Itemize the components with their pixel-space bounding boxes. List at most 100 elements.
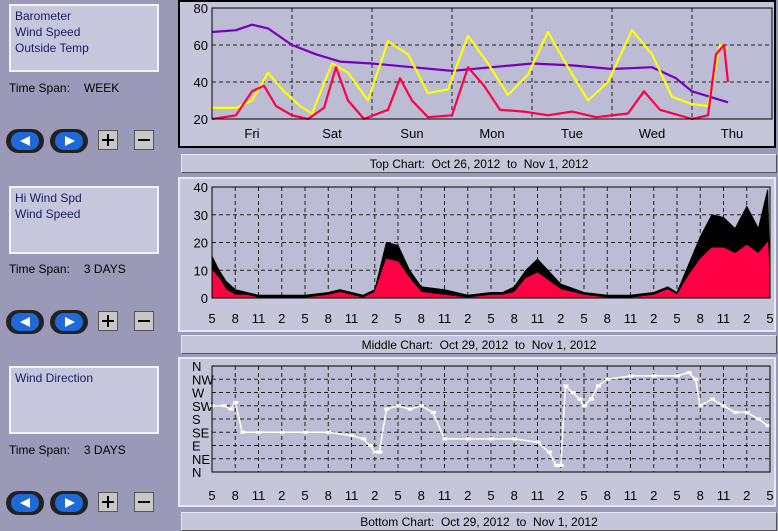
x-tick-label: 8 — [418, 488, 425, 503]
x-tick-label: 11 — [252, 488, 266, 503]
top-chart: 20 40 60 80 Fri Sat Sun Mon Tue Wed Thu — [194, 1, 773, 141]
series-list-item[interactable]: Outside Temp — [15, 41, 89, 55]
plot-border — [211, 7, 773, 120]
series-list-item[interactable]: Wind Speed — [15, 25, 81, 39]
middle-series-list[interactable]: Hi Wind Spd Wind Speed — [9, 186, 159, 254]
x-tick-label: 5 — [301, 311, 308, 326]
x-tick-label: 11 — [345, 488, 359, 503]
timespan-value: WEEK — [83, 81, 120, 95]
caption-to-word: to — [507, 157, 518, 171]
x-tick-label: 2 — [650, 311, 657, 326]
middle-controls — [6, 310, 166, 336]
caption-to: Nov 1, 2012 — [523, 157, 589, 171]
x-tick-label: 11 — [345, 311, 359, 326]
top-zoom-out-button[interactable] — [134, 130, 154, 150]
caption-to-word: to — [516, 515, 527, 529]
series-list-item[interactable]: Hi Wind Spd — [15, 191, 82, 205]
plot-border — [211, 365, 771, 473]
x-tick-label: 2 — [743, 488, 750, 503]
x-tick-label: 2 — [371, 311, 378, 326]
x-tick-label: 8 — [232, 488, 239, 503]
top-chart-caption: Top Chart: Oct 26, 2012 to Nov 1, 2012 — [181, 154, 777, 173]
x-tick-label: 8 — [232, 311, 239, 326]
top-timespan: Time Span: WEEK — [9, 81, 119, 95]
x-tick-label: 5 — [673, 488, 680, 503]
bottom-zoom-out-button[interactable] — [134, 492, 154, 512]
x-tick-label: 11 — [531, 311, 545, 326]
bottom-series-list[interactable]: Wind Direction — [9, 366, 159, 434]
x-tick-label: 8 — [511, 488, 518, 503]
timespan-value: 3 DAYS — [83, 443, 126, 457]
caption-to: Nov 1, 2012 — [533, 515, 598, 529]
x-tick-label: 8 — [697, 311, 704, 326]
x-tick-label: 2 — [464, 488, 471, 503]
minus-icon — [138, 139, 150, 141]
x-tick-label: 11 — [624, 488, 638, 503]
x-tick-label: Mon — [479, 126, 504, 141]
x-tick-label: 5 — [208, 311, 215, 326]
x-tick-label: 8 — [418, 311, 425, 326]
series-list-item[interactable]: Wind Speed — [15, 207, 81, 221]
y-tick-label: 30 — [194, 208, 208, 223]
y-tick-label: 60 — [194, 38, 208, 53]
x-tick-label: 11 — [531, 488, 545, 503]
plus-icon — [102, 315, 114, 327]
x-tick-label: 2 — [743, 311, 750, 326]
x-tick-label: 5 — [580, 488, 587, 503]
x-tick-label: 5 — [487, 311, 494, 326]
bottom-next-button[interactable] — [50, 491, 88, 515]
bottom-zoom-in-button[interactable] — [98, 492, 118, 512]
bottom-prev-button[interactable] — [6, 491, 44, 515]
top-next-button[interactable] — [50, 129, 88, 153]
middle-next-button[interactable] — [50, 310, 88, 334]
arrow-left-icon — [20, 498, 30, 508]
x-tick-label: 8 — [604, 488, 611, 503]
timespan-label: Time Span: — [9, 81, 70, 95]
y-tick-label: N — [192, 359, 201, 374]
x-tick-label: 8 — [511, 311, 518, 326]
y-tick-label: S — [192, 412, 201, 427]
y-tick-label: 20 — [194, 236, 208, 251]
top-chart-frame: 20 40 60 80 Fri Sat Sun Mon Tue Wed Thu — [178, 0, 776, 148]
x-tick-label: 2 — [464, 311, 471, 326]
x-tick-label: 2 — [650, 488, 657, 503]
bottom-controls — [6, 491, 166, 517]
x-tick-label: 5 — [766, 311, 773, 326]
x-tick-label: 5 — [208, 488, 215, 503]
timespan-label: Time Span: — [9, 262, 70, 276]
series-outside-temp-line — [212, 29, 729, 115]
y-tick-label: 10 — [194, 263, 208, 278]
series-wind-direction-point — [765, 424, 771, 428]
x-tick-label: 11 — [624, 311, 638, 326]
series-list-item[interactable]: Barometer — [15, 9, 72, 23]
top-prev-button[interactable] — [6, 129, 44, 153]
y-tick-label: SE — [192, 425, 210, 440]
y-tick-label: W — [192, 386, 205, 401]
middle-zoom-in-button[interactable] — [98, 311, 118, 331]
plot-area — [212, 8, 772, 119]
x-tick-label: Tue — [561, 126, 583, 141]
series-list-item[interactable]: Wind Direction — [15, 371, 94, 385]
bottom-timespan: Time Span: 3 DAYS — [9, 443, 126, 457]
plus-icon — [102, 496, 114, 508]
y-tick-label: 40 — [194, 75, 208, 90]
arrow-right-icon — [65, 317, 75, 327]
y-tick-label: 0 — [201, 291, 208, 306]
y-tick-label: 40 — [194, 180, 208, 195]
x-tick-label: 11 — [717, 311, 731, 326]
timespan-label: Time Span: — [9, 443, 70, 457]
x-tick-label: 2 — [557, 488, 564, 503]
plot-border — [211, 186, 771, 299]
y-tick-label: 20 — [194, 112, 208, 127]
caption-prefix: Top Chart: — [369, 157, 425, 171]
bottom-chart-frame: N NE E SE S SW W NW N 5 8 11 2 5 8 11 2 5 8 11 2 5 8 11 2 5 8 11 2 5 8… — [178, 357, 776, 507]
middle-zoom-out-button[interactable] — [134, 311, 154, 331]
middle-prev-button[interactable] — [6, 310, 44, 334]
x-tick-label: 5 — [580, 311, 587, 326]
middle-timespan: Time Span: 3 DAYS — [9, 262, 126, 276]
top-series-list[interactable]: Barometer Wind Speed Outside Temp — [9, 4, 159, 72]
top-zoom-in-button[interactable] — [98, 130, 118, 150]
arrow-right-icon — [65, 136, 75, 146]
series-wind-speed-line — [211, 43, 730, 121]
x-tick-label: 2 — [278, 488, 285, 503]
